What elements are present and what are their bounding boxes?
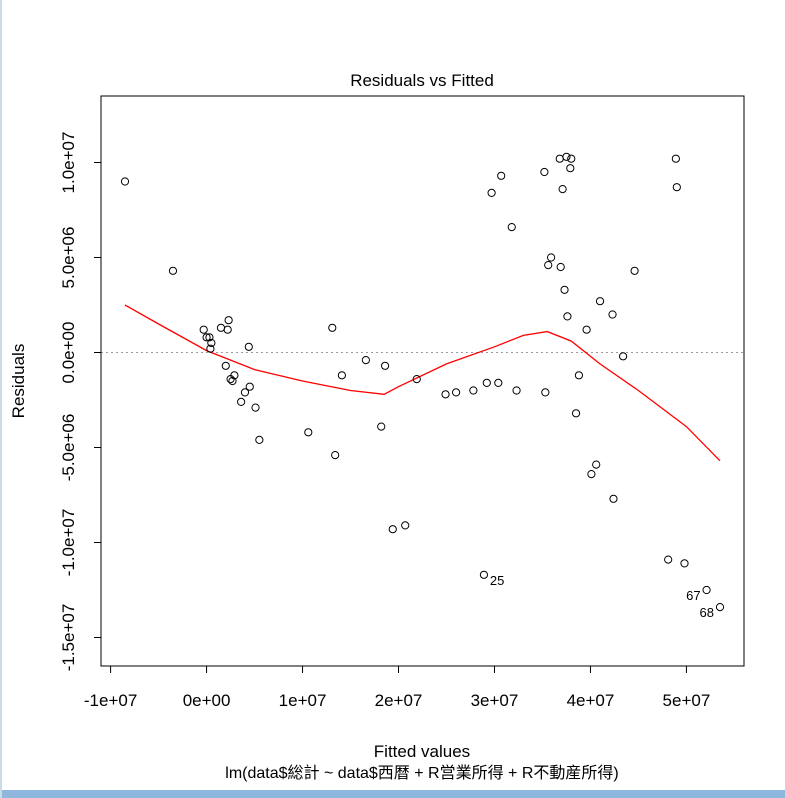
data-point [255, 435, 264, 444]
x-tick-label: 2e+07 [375, 691, 423, 710]
data-point [556, 262, 565, 272]
data-point [592, 460, 601, 469]
x-tick-label: 1e+07 [279, 691, 327, 710]
data-point [487, 188, 496, 197]
y-axis-label: Residuals [9, 344, 28, 419]
window-bottom-border [2, 790, 785, 798]
data-point [441, 390, 450, 399]
data-point [328, 323, 337, 332]
data-point [401, 521, 410, 530]
data-point [237, 397, 246, 406]
data-point [587, 470, 596, 479]
data-point [672, 183, 681, 192]
point-label-25: 25 [490, 573, 504, 588]
data-point [494, 378, 503, 387]
data-point [567, 154, 576, 163]
data-point [337, 371, 346, 380]
data-point [555, 154, 564, 163]
data-point [244, 342, 253, 351]
y-tick-label: 5.0e+06 [59, 227, 78, 289]
data-point [380, 361, 390, 370]
data-point [547, 253, 556, 262]
data-point [331, 451, 340, 460]
data-point [251, 403, 260, 412]
data-point [120, 177, 130, 186]
points-layer [120, 152, 725, 612]
data-point [715, 603, 725, 612]
x-axis-label: Fitted values [374, 742, 470, 761]
data-point [680, 559, 689, 568]
data-point [377, 422, 386, 431]
data-point [205, 333, 214, 342]
x-tick-label: -1e+07 [84, 691, 137, 710]
chart-title: Residuals vs Fitted [350, 71, 494, 90]
data-point [482, 378, 491, 387]
y-tick-label: -1.5e+07 [59, 604, 78, 672]
data-point [630, 266, 639, 275]
data-point [479, 570, 489, 579]
data-point [562, 152, 571, 161]
data-point [618, 352, 628, 361]
data-point [664, 555, 673, 564]
data-point [469, 386, 478, 395]
data-point [702, 585, 711, 595]
data-point [206, 344, 215, 353]
data-point [497, 171, 506, 180]
data-point [245, 382, 254, 391]
y-tick-label: -5.0e+06 [59, 414, 78, 482]
x-axis: -1e+07 0e+00 1e+07 2e+07 3e+07 4e+07 5e+07 [84, 665, 711, 710]
data-point [221, 361, 230, 370]
y-tick-label: 0.0e+00 [59, 322, 78, 384]
data-point [228, 376, 237, 386]
data-point [566, 164, 575, 173]
data-point [671, 154, 680, 163]
data-point [541, 388, 550, 397]
data-point [199, 325, 208, 334]
data-point [595, 297, 605, 306]
data-point [304, 428, 313, 437]
x-tick-label: 5e+07 [663, 691, 711, 710]
data-point [240, 388, 250, 397]
data-point [412, 375, 421, 384]
data-point [361, 356, 370, 365]
data-point [512, 386, 521, 395]
y-tick-label: 1.0e+07 [59, 132, 78, 194]
x-tick-label: 3e+07 [471, 691, 519, 710]
data-point [216, 323, 226, 332]
data-point [207, 338, 216, 348]
y-tick-label: -1.0e+07 [59, 509, 78, 577]
smooth-layer [124, 304, 721, 462]
data-point [544, 261, 553, 270]
model-formula-subtitle: lm(data$総計 ~ data$西暦 + R営業所得 + R不動産所得) [225, 764, 618, 782]
lowess-smooth-line [124, 304, 721, 462]
x-tick-label: 0e+00 [183, 691, 231, 710]
data-point [571, 409, 581, 418]
data-point [608, 310, 617, 319]
data-point [558, 185, 567, 194]
data-point [507, 223, 516, 232]
data-point [540, 167, 549, 177]
point-label-68: 68 [700, 605, 714, 620]
data-point [582, 325, 591, 334]
data-point [202, 333, 211, 342]
data-point [574, 371, 584, 380]
point-label-67: 67 [686, 588, 700, 603]
data-point [223, 325, 232, 334]
x-tick-label: 4e+07 [567, 691, 615, 710]
data-point [224, 316, 233, 325]
data-point [168, 266, 178, 275]
data-point [560, 285, 569, 294]
data-point [388, 525, 397, 534]
data-point [563, 312, 572, 321]
plot-area-frame [100, 95, 745, 667]
data-point [230, 371, 239, 380]
y-axis: -1.5e+07 -1.0e+07 -5.0e+06 0.0e+00 5.0e+06 1.… [59, 132, 102, 672]
data-point [451, 388, 461, 397]
data-point [609, 494, 618, 503]
